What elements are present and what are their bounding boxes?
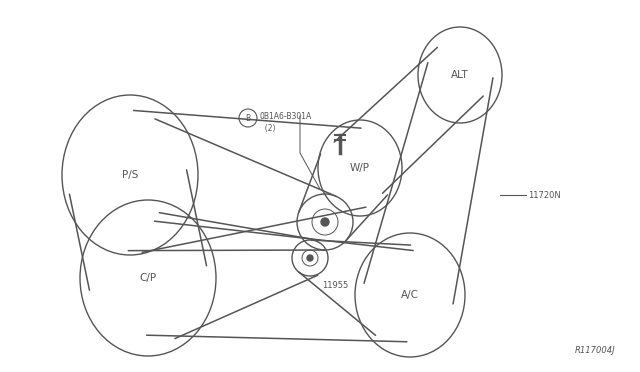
Circle shape <box>307 255 313 261</box>
Text: B: B <box>245 113 251 122</box>
Text: 0B1A6-B301A: 0B1A6-B301A <box>260 112 312 121</box>
Text: (2): (2) <box>260 124 275 132</box>
Text: A/C: A/C <box>401 290 419 300</box>
Text: P/S: P/S <box>122 170 138 180</box>
Text: W/P: W/P <box>350 163 370 173</box>
Text: 11720N: 11720N <box>528 190 561 199</box>
Circle shape <box>321 218 329 226</box>
Text: C/P: C/P <box>140 273 157 283</box>
Text: R117004J: R117004J <box>574 346 615 355</box>
Text: ALT: ALT <box>451 70 469 80</box>
Text: 11955: 11955 <box>322 280 348 289</box>
